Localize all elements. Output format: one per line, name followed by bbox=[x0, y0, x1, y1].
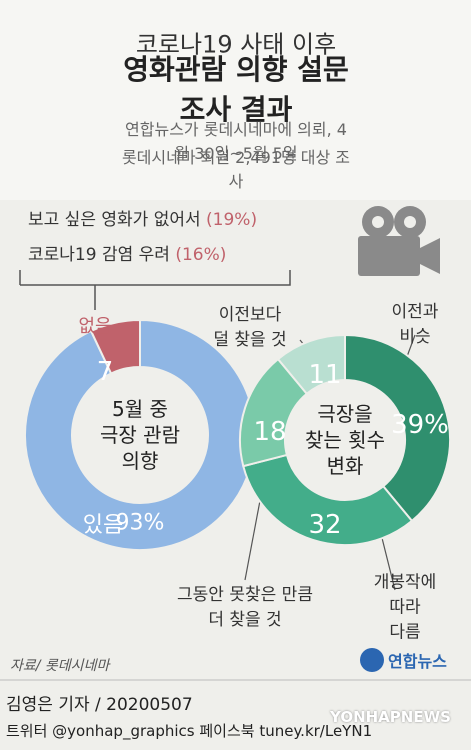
social: 트위터 @yonhap_graphics 페이스북 tuney.kr/LeYN1 bbox=[6, 722, 373, 740]
category-label: 이전과 비슷 bbox=[391, 302, 439, 347]
center-label: 5월 중 극장 관람 의향 bbox=[100, 397, 180, 473]
reason-text: 보고 싶은 영화가 없어서 bbox=[28, 210, 201, 230]
watermark: YONHAPNEWS bbox=[330, 708, 451, 726]
category-label: 개봉작에 따라 다름 bbox=[373, 572, 437, 643]
reason-percent: (16%) bbox=[175, 245, 227, 265]
title-line1: 코로나19 사태 이후 bbox=[135, 30, 337, 59]
subtitle: 롯데시네마 회원 2,491명 대상 조사 bbox=[121, 148, 351, 191]
category-label: 그동안 못찾은 만큼 더 찾을 것 bbox=[177, 585, 313, 630]
center-label: 극장을 찾는 횟수 변화 bbox=[305, 402, 385, 478]
subtitle: 연합뉴스가 롯데시네마에 의뢰, 4월 30일~5월 5일 bbox=[125, 120, 347, 163]
logo-mark bbox=[360, 648, 384, 672]
value-label: 18 bbox=[253, 417, 287, 447]
header-bg bbox=[0, 0, 471, 200]
category-label: 있음 bbox=[82, 513, 124, 538]
donut-segment bbox=[276, 333, 346, 396]
value-label: 11 bbox=[308, 360, 342, 390]
value-label: 32 bbox=[308, 510, 342, 540]
category-label: 이전보다 덜 찾을 것 bbox=[213, 305, 287, 350]
donut-segment bbox=[242, 453, 414, 546]
value-label: 39% bbox=[391, 410, 449, 440]
byline: 김영은 기자 / 20200507 bbox=[6, 695, 193, 715]
logo: 연합뉴스 bbox=[388, 652, 447, 671]
source: 자료/ 롯데시네마 bbox=[10, 658, 110, 674]
title-line2: 영화관람 의향 설문조사 결과 bbox=[123, 53, 349, 126]
reason: 보고 싶은 영화가 없어서 (19%) bbox=[28, 205, 257, 230]
reason-text: 코로나19 감염 우려 bbox=[28, 245, 170, 265]
reason: 코로나19 감염 우려 (16%) bbox=[28, 240, 226, 265]
value-label: 7 bbox=[96, 357, 114, 387]
category-label: 없음 bbox=[78, 316, 112, 337]
donut-segment bbox=[344, 333, 451, 523]
reason-percent: (19%) bbox=[206, 210, 258, 230]
camera-icon bbox=[358, 206, 440, 276]
value-label: 93% bbox=[115, 510, 165, 536]
donut-segment bbox=[89, 318, 141, 375]
callout-bracket bbox=[19, 270, 291, 310]
